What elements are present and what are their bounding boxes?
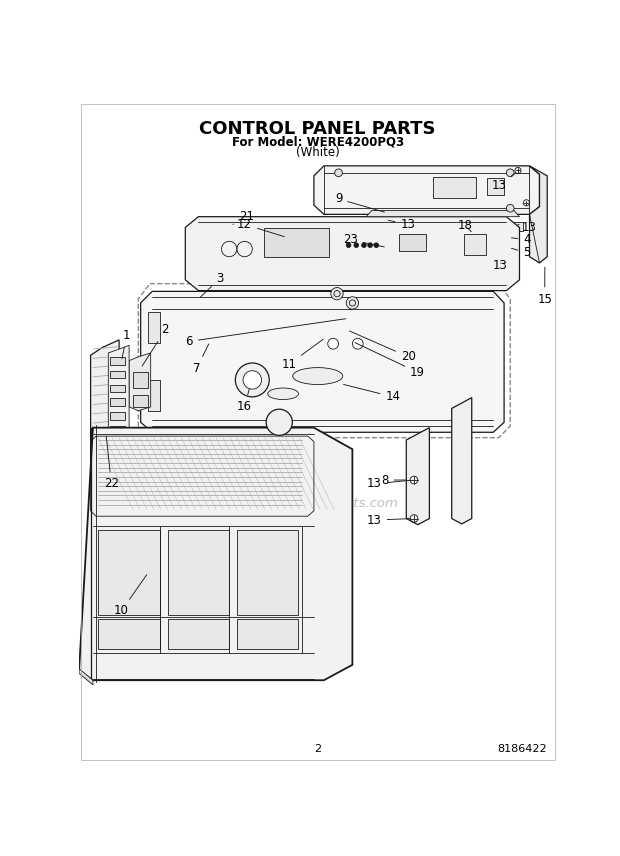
Circle shape: [331, 288, 343, 300]
Polygon shape: [237, 530, 298, 615]
Polygon shape: [508, 222, 523, 231]
Polygon shape: [79, 669, 93, 685]
Text: 13: 13: [491, 174, 514, 193]
Polygon shape: [91, 340, 119, 471]
Polygon shape: [452, 398, 472, 524]
Polygon shape: [110, 413, 125, 420]
Polygon shape: [141, 291, 504, 432]
Polygon shape: [148, 312, 160, 343]
Polygon shape: [487, 178, 504, 195]
Text: 9: 9: [335, 193, 384, 212]
Polygon shape: [110, 357, 125, 365]
Circle shape: [361, 243, 366, 247]
Text: For Model: WERE4200PQ3: For Model: WERE4200PQ3: [232, 135, 404, 148]
Polygon shape: [110, 398, 125, 406]
Text: 12: 12: [237, 218, 285, 236]
Text: 20: 20: [350, 331, 416, 363]
Text: 1: 1: [122, 329, 131, 359]
Polygon shape: [99, 619, 160, 650]
Ellipse shape: [293, 367, 343, 384]
Circle shape: [354, 243, 358, 247]
Circle shape: [507, 169, 514, 176]
Text: 14: 14: [343, 384, 401, 403]
Circle shape: [335, 169, 342, 176]
Circle shape: [507, 205, 514, 212]
Circle shape: [352, 338, 363, 349]
Polygon shape: [133, 395, 148, 407]
Text: 19: 19: [355, 342, 425, 378]
Text: 16: 16: [237, 389, 252, 413]
Circle shape: [266, 409, 293, 436]
Text: 22: 22: [104, 437, 119, 490]
Text: 4: 4: [512, 234, 531, 247]
Polygon shape: [406, 428, 430, 525]
Text: 18: 18: [458, 219, 473, 233]
Polygon shape: [129, 353, 151, 411]
Polygon shape: [167, 619, 229, 650]
Text: eReplacementParts.com: eReplacementParts.com: [237, 496, 399, 509]
Text: 8186422: 8186422: [497, 744, 547, 754]
Polygon shape: [108, 345, 129, 449]
Polygon shape: [433, 176, 476, 199]
Text: 8: 8: [381, 473, 406, 486]
Text: 10: 10: [114, 574, 147, 617]
Text: 13: 13: [367, 478, 410, 490]
Circle shape: [346, 243, 351, 247]
Text: 5: 5: [512, 247, 531, 259]
Polygon shape: [99, 530, 160, 615]
Text: 2: 2: [314, 744, 321, 754]
Circle shape: [374, 243, 379, 247]
Text: 13: 13: [518, 221, 537, 234]
Polygon shape: [399, 234, 425, 251]
Polygon shape: [237, 619, 298, 650]
Text: 21: 21: [233, 211, 254, 224]
Text: 7: 7: [193, 344, 209, 375]
Circle shape: [328, 338, 339, 349]
Text: 6: 6: [185, 318, 346, 348]
Polygon shape: [529, 166, 547, 263]
Polygon shape: [464, 234, 485, 255]
Polygon shape: [110, 384, 125, 392]
Circle shape: [368, 243, 373, 247]
Polygon shape: [185, 217, 520, 290]
Polygon shape: [314, 166, 539, 214]
Ellipse shape: [268, 388, 298, 400]
Text: 2: 2: [142, 324, 169, 366]
Circle shape: [346, 297, 358, 309]
Text: CONTROL PANEL PARTS: CONTROL PANEL PARTS: [200, 120, 436, 138]
Text: 11: 11: [281, 339, 323, 371]
Polygon shape: [110, 440, 125, 448]
Polygon shape: [110, 426, 125, 434]
Polygon shape: [264, 229, 329, 258]
Polygon shape: [79, 428, 352, 681]
Text: 15: 15: [537, 267, 552, 306]
Text: (White): (White): [296, 146, 340, 159]
Text: 13: 13: [493, 259, 508, 272]
Polygon shape: [167, 530, 229, 615]
Circle shape: [243, 371, 262, 389]
Text: 23: 23: [343, 234, 384, 247]
Text: 3: 3: [200, 272, 224, 297]
Circle shape: [236, 363, 269, 397]
Polygon shape: [317, 337, 371, 349]
Polygon shape: [366, 211, 520, 217]
Polygon shape: [133, 372, 148, 388]
Text: 13: 13: [388, 218, 415, 231]
Polygon shape: [110, 371, 125, 378]
Polygon shape: [148, 380, 160, 411]
Text: 13: 13: [367, 514, 410, 526]
